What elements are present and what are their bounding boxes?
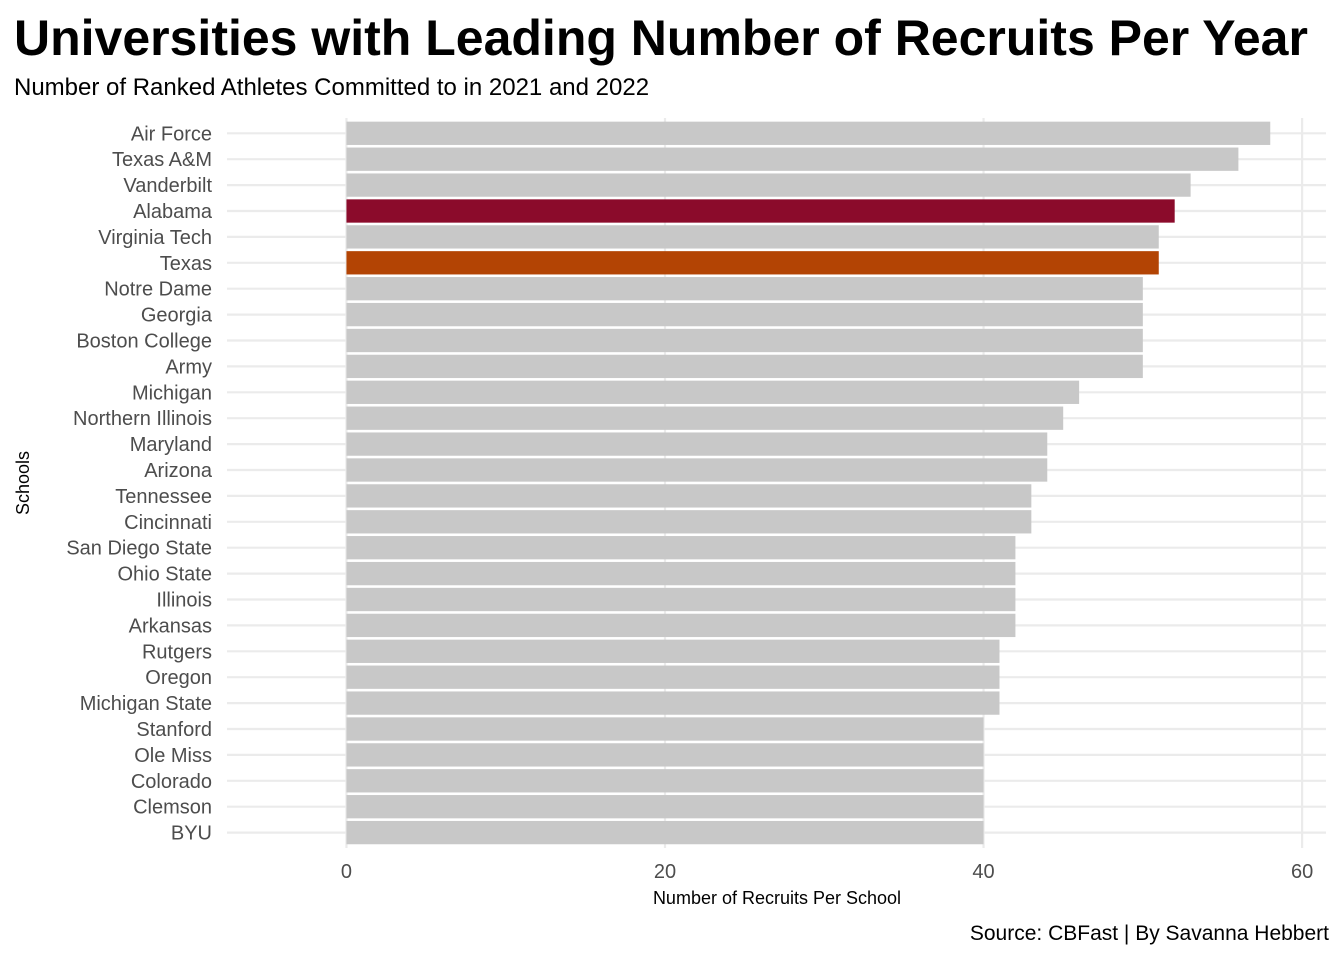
bar xyxy=(346,717,984,741)
y-tick-label: BYU xyxy=(171,823,212,845)
bar xyxy=(346,251,1159,275)
y-tick-label: Clemson xyxy=(133,797,212,819)
y-tick-label: Ohio State xyxy=(117,564,212,586)
y-tick-label: Army xyxy=(165,356,212,378)
x-tick-label: 20 xyxy=(654,861,676,883)
bar xyxy=(346,147,1239,171)
bar xyxy=(346,769,984,793)
y-tick-label: Alabama xyxy=(133,201,213,223)
x-tick-label: 60 xyxy=(1291,861,1313,883)
x-tick-label: 40 xyxy=(972,861,994,883)
x-axis-title: Number of Recruits Per School xyxy=(653,888,901,908)
y-tick-label: Michigan xyxy=(132,382,212,404)
bar xyxy=(346,302,1143,327)
y-tick-label: Ole Miss xyxy=(134,745,212,767)
y-tick-label: Cincinnati xyxy=(124,512,212,534)
y-tick-label: Arkansas xyxy=(129,615,212,637)
y-tick-label: Vanderbilt xyxy=(123,175,212,197)
y-tick-label: Texas xyxy=(160,253,212,275)
y-tick-label: Michigan State xyxy=(80,693,212,715)
bar xyxy=(346,380,1080,404)
bar xyxy=(346,354,1143,379)
bar xyxy=(346,743,984,767)
y-tick-label: Illinois xyxy=(156,590,212,612)
y-tick-label: Virginia Tech xyxy=(98,227,212,249)
y-axis-title: Schools xyxy=(13,451,33,515)
bar xyxy=(346,484,1032,508)
bar xyxy=(346,432,1048,456)
y-tick-label: Air Force xyxy=(131,123,212,145)
bar xyxy=(346,691,1000,715)
bar xyxy=(346,328,1143,353)
y-tick-label: Oregon xyxy=(145,667,212,689)
bar xyxy=(346,665,1000,689)
y-tick-label: Stanford xyxy=(136,719,212,741)
y-tick-label: Boston College xyxy=(76,331,212,353)
bar xyxy=(346,613,1016,638)
y-tick-label: Texas A&M xyxy=(112,149,212,171)
bar xyxy=(346,820,984,845)
bar xyxy=(346,225,1159,249)
y-tick-label: Colorado xyxy=(131,771,212,793)
y-tick-label: Arizona xyxy=(144,460,213,482)
bar xyxy=(346,121,1271,145)
bar xyxy=(346,277,1143,301)
y-tick-label: Tennessee xyxy=(115,486,212,508)
x-tick-label: 0 xyxy=(341,861,352,883)
bar xyxy=(346,587,1016,612)
chart-subtitle: Number of Ranked Athletes Committed to i… xyxy=(14,74,650,101)
bar xyxy=(346,458,1048,482)
y-tick-label: Northern Illinois xyxy=(73,408,212,430)
bar xyxy=(346,510,1032,534)
bar xyxy=(346,639,1000,663)
bar xyxy=(346,199,1175,223)
y-tick-label: Rutgers xyxy=(142,641,212,663)
bar xyxy=(346,561,1016,586)
y-tick-label: San Diego State xyxy=(66,538,212,560)
y-tick-label: Georgia xyxy=(141,305,213,327)
bars xyxy=(346,121,1271,845)
bar xyxy=(346,795,984,819)
chart-caption: Source: CBFast | By Savanna Hebbert xyxy=(969,922,1329,945)
bar xyxy=(346,406,1064,430)
y-tick-label: Notre Dame xyxy=(104,279,212,301)
tick-labels: 0 20 40 60 Air Force Texas A&M Vanderbilt Alaba… xyxy=(66,123,1313,883)
y-tick-label: Maryland xyxy=(130,434,212,456)
chart-title: Universities with Leading Number of Recr… xyxy=(14,10,1308,66)
bar xyxy=(346,536,1016,560)
bar xyxy=(346,173,1191,197)
